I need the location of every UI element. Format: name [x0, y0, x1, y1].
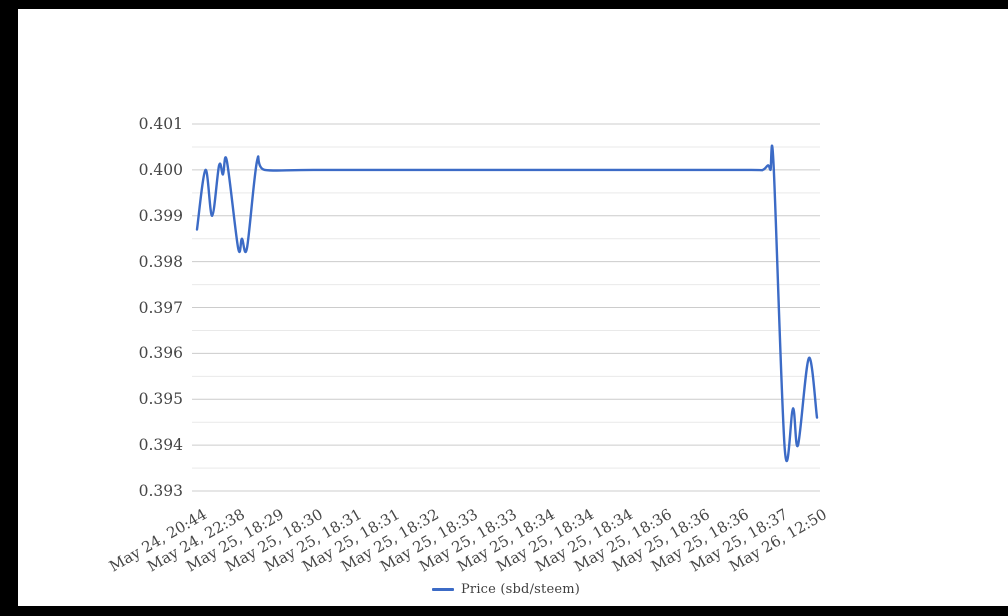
y-tick-label: 0.394	[138, 436, 183, 455]
y-tick-label: 0.397	[138, 298, 183, 317]
legend: Price (sbd/steem)	[192, 581, 820, 598]
y-tick-label: 0.396	[138, 344, 183, 363]
y-tick-label: 0.401	[138, 115, 183, 133]
y-tick-label: 0.400	[138, 160, 183, 179]
y-tick-label: 0.395	[138, 390, 183, 409]
price-series-line[interactable]	[195, 144, 819, 462]
legend-series-label: Price (sbd/steem)	[460, 582, 581, 597]
frame-bottom-border	[0, 606, 1008, 616]
y-tick-label: 0.393	[138, 482, 183, 500]
legend-line-marker	[431, 588, 454, 591]
frame-top-border	[0, 0, 1008, 9]
frame-left-border	[0, 0, 18, 616]
y-tick-label: 0.399	[138, 206, 183, 225]
y-tick-label: 0.398	[138, 252, 183, 271]
